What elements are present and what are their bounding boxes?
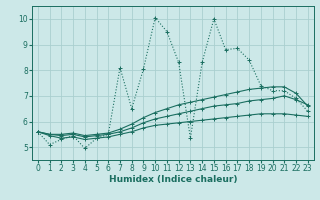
X-axis label: Humidex (Indice chaleur): Humidex (Indice chaleur) <box>108 175 237 184</box>
